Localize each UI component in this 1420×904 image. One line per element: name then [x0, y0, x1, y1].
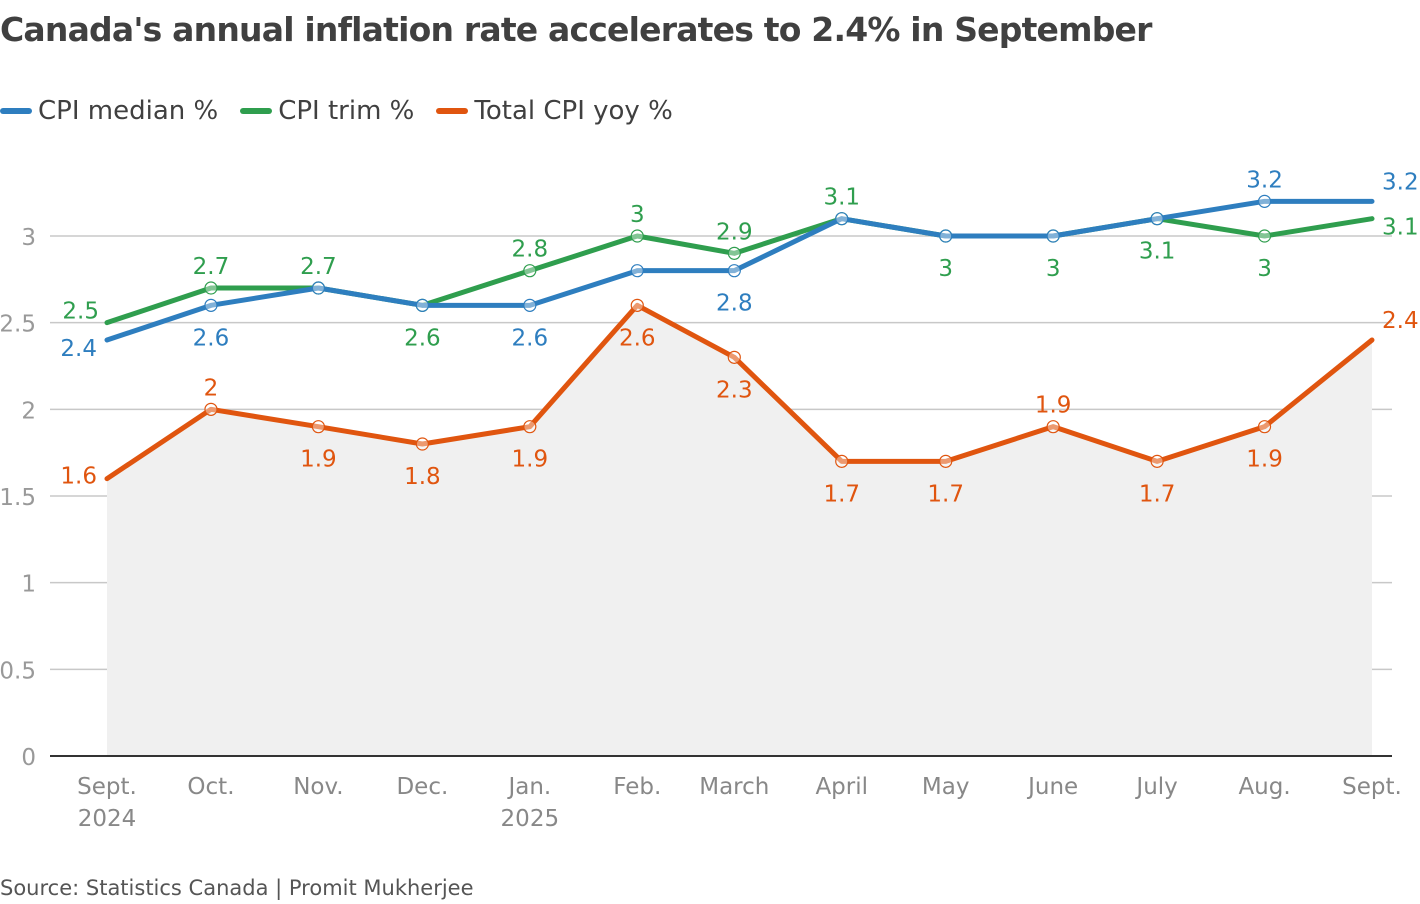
data-label: 2.6 — [193, 325, 230, 351]
data-point — [1257, 420, 1272, 434]
data-label: 1.7 — [823, 481, 860, 507]
data-point — [727, 246, 741, 260]
x-tick-label: July — [1134, 774, 1177, 800]
data-label: 2.6 — [404, 325, 441, 351]
y-tick-label: 1.5 — [0, 485, 36, 511]
data-label: 2.4 — [1382, 308, 1419, 334]
data-point — [415, 298, 429, 312]
data-point — [1257, 194, 1272, 208]
x-tick-label: June — [1026, 774, 1078, 800]
data-point — [1257, 229, 1272, 243]
legend-swatch — [240, 108, 273, 114]
x-tick-label: Sept. — [1342, 774, 1402, 800]
x-tick-label: May — [922, 774, 970, 800]
data-point — [415, 437, 429, 451]
data-label: 1.9 — [512, 447, 549, 473]
data-label: 3 — [630, 202, 645, 228]
x-tick-label: Sept. — [77, 774, 137, 800]
data-point — [939, 454, 953, 468]
area-fill — [107, 305, 1372, 756]
y-tick-label: 0 — [21, 745, 36, 771]
legend-item-median: CPI median % — [0, 96, 218, 126]
data-point — [630, 298, 644, 312]
data-point — [1046, 229, 1060, 243]
data-label: 3 — [938, 256, 953, 282]
data-label: 2.7 — [193, 254, 230, 280]
data-point — [939, 229, 953, 243]
chart-title: Canada's annual inflation rate accelerat… — [0, 10, 1152, 49]
source-note: Source: Statistics Canada | Promit Mukhe… — [0, 876, 474, 900]
data-point — [311, 420, 326, 434]
data-point — [523, 298, 537, 312]
data-label: 1.9 — [1035, 393, 1072, 419]
data-label: 3.2 — [1246, 167, 1283, 193]
data-point — [835, 454, 849, 468]
data-label: 1.6 — [60, 464, 97, 490]
data-label: 2.3 — [716, 377, 753, 403]
data-point — [204, 281, 218, 295]
legend-item-total: Total CPI yoy % — [436, 96, 673, 126]
data-point — [1150, 212, 1164, 226]
y-tick-label: 0.5 — [0, 658, 36, 684]
data-point — [523, 264, 537, 278]
legend: CPI median % CPI trim % Total CPI yoy % — [0, 96, 673, 126]
data-label: 3.1 — [823, 185, 860, 211]
x-tick-label: April — [815, 774, 868, 800]
x-tick-label: 2025 — [501, 806, 560, 832]
y-tick-label: 2 — [21, 398, 36, 424]
data-point — [1150, 454, 1164, 468]
x-tick-label: Oct. — [187, 774, 234, 800]
legend-swatch — [0, 108, 32, 114]
data-label: 3.1 — [1139, 239, 1176, 265]
x-tick-label: 2024 — [78, 806, 137, 832]
data-label: 2.7 — [300, 254, 337, 280]
legend-label: CPI median % — [38, 96, 219, 126]
legend-label: CPI trim % — [278, 96, 415, 126]
y-tick-label: 2.5 — [0, 312, 36, 338]
x-tick-label: Feb. — [613, 774, 661, 800]
data-label: 3 — [1257, 256, 1272, 282]
x-tick-label: Aug. — [1238, 774, 1290, 800]
data-label: 3.2 — [1382, 169, 1419, 195]
data-point — [727, 264, 741, 278]
legend-swatch — [436, 108, 469, 114]
data-point — [1046, 420, 1060, 434]
series-line — [104, 302, 1375, 482]
data-label: 1.7 — [927, 481, 964, 507]
legend-item-trim: CPI trim % — [240, 96, 414, 126]
data-label: 2.6 — [619, 325, 656, 351]
data-label: 1.7 — [1139, 481, 1176, 507]
x-tick-label: Dec. — [396, 774, 448, 800]
data-label: 1.8 — [404, 464, 441, 490]
data-point — [204, 402, 218, 416]
data-label: 1.9 — [300, 447, 337, 473]
y-tick-label: 3 — [21, 225, 36, 251]
data-point — [523, 420, 537, 434]
series-line — [104, 198, 1375, 343]
data-label: 2.4 — [60, 336, 97, 362]
x-tick-label: March — [699, 774, 769, 800]
data-point — [835, 212, 849, 226]
data-label: 2.5 — [62, 299, 99, 325]
y-tick-label: 1 — [21, 572, 36, 598]
data-label: 2.8 — [716, 291, 753, 317]
data-label: 2.6 — [512, 325, 549, 351]
data-label: 3 — [1046, 256, 1061, 282]
data-point — [204, 298, 218, 312]
data-point — [311, 281, 326, 295]
data-point — [630, 264, 644, 278]
data-label: 1.9 — [1246, 447, 1283, 473]
data-label: 2 — [204, 375, 219, 401]
x-tick-label: Nov. — [293, 774, 343, 800]
data-label: 2.8 — [512, 237, 549, 263]
data-label: 2.9 — [716, 219, 753, 245]
data-point — [727, 350, 741, 364]
x-tick-label: Jan. — [506, 774, 551, 800]
data-point — [630, 229, 644, 243]
legend-label: Total CPI yoy % — [474, 96, 673, 126]
data-label: 3.1 — [1382, 215, 1419, 241]
